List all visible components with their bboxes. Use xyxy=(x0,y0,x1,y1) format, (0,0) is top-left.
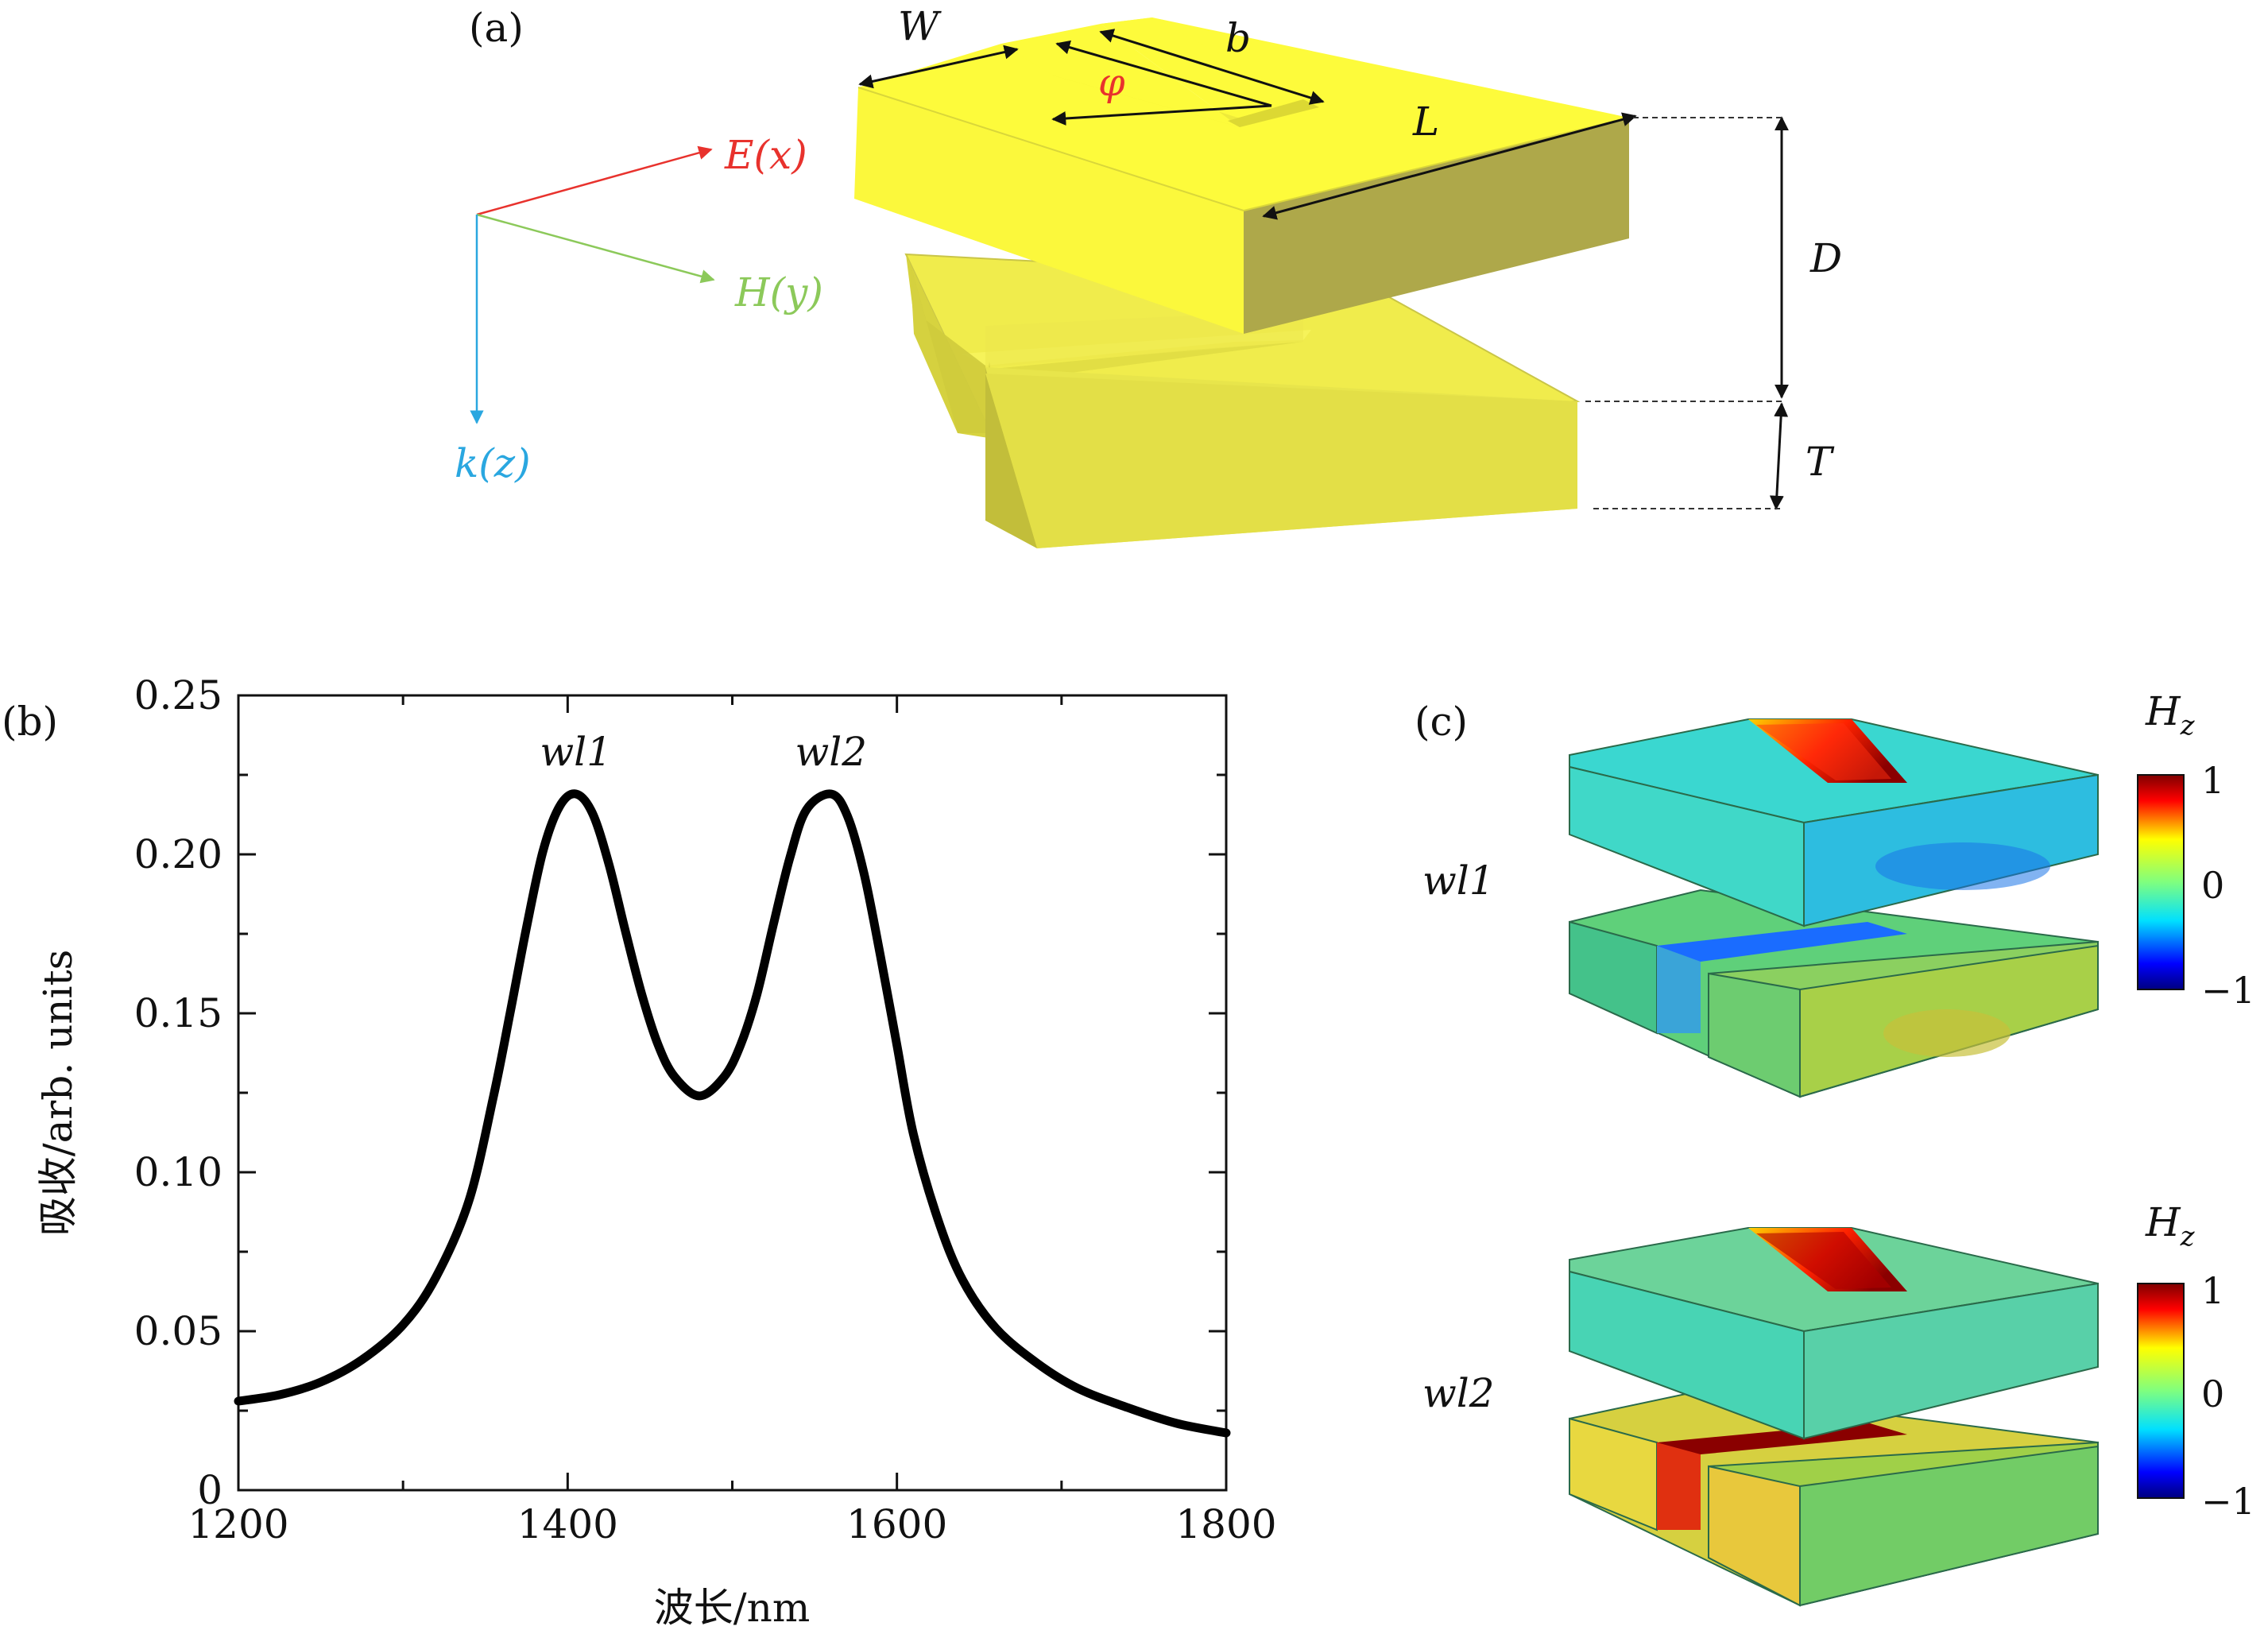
peak-label: wl1 xyxy=(540,729,612,775)
x-axis-label: 波长/nm xyxy=(654,1585,810,1631)
wl1-cb-tick-mid: 0 xyxy=(2201,864,2224,907)
y-tick-label: 0.15 xyxy=(134,990,223,1036)
absorption-curve xyxy=(234,789,1231,1438)
panel-c-label: (c) xyxy=(1415,699,1468,745)
x-tick-label: 1600 xyxy=(846,1501,947,1547)
panel-b: (b) 1200 1400 1600 1800 0 0.05 0.10 0.15 0.20 0.… xyxy=(2,672,1277,1631)
peak-label: wl2 xyxy=(795,729,867,775)
absorption-chart: 1200 1400 1600 1800 0 0.05 0.10 0.15 0.20 0.25 w… xyxy=(35,672,1277,1631)
wl1-row-label: wl1 xyxy=(1422,858,1495,904)
lower-split-ring xyxy=(904,253,1581,548)
L-arrow xyxy=(1262,112,1637,220)
x-ticks: 1200 1400 1600 1800 xyxy=(188,695,1277,1547)
dim-L-label: L xyxy=(1412,99,1439,145)
panel-a-label: (a) xyxy=(469,5,524,51)
E-axis-label: E(x) xyxy=(724,132,807,178)
H-axis-arrow xyxy=(476,213,715,284)
b-arrow xyxy=(1099,29,1325,105)
W-arrow xyxy=(858,45,1019,89)
dim-b-label: b xyxy=(1225,15,1251,61)
k-axis-label: k(z) xyxy=(455,440,531,486)
dim-W-label: W xyxy=(898,3,942,49)
wl2-row-label: wl2 xyxy=(1422,1370,1495,1416)
y-tick-label: 0.20 xyxy=(134,831,223,877)
dimension-guides xyxy=(1585,117,1782,509)
field-map-wl2: wl2 Hz 1 0 −1 xyxy=(1422,1199,2255,1607)
wl1-colorbar-title: Hz xyxy=(2145,688,2196,741)
E-axis-arrow xyxy=(476,145,713,216)
wl1-cb-tick-min: −1 xyxy=(2201,969,2255,1012)
y-tick-label: 0.05 xyxy=(134,1308,223,1354)
wl2-cb-tick-min: −1 xyxy=(2201,1480,2255,1523)
dim-T-label: T xyxy=(1805,439,1835,485)
dimension-arrows xyxy=(858,29,1789,510)
y-axis-label: 吸收/arb. units xyxy=(35,950,81,1237)
wl1-cb-tick-max: 1 xyxy=(2201,759,2224,802)
wl2-colorbar xyxy=(2137,1283,2185,1499)
panel-c: (c) wl1 Hz 1 0 −1 xyxy=(1415,688,2255,1607)
dim-phi-label: φ xyxy=(1098,60,1125,105)
wl2-cb-tick-mid: 0 xyxy=(2201,1373,2224,1415)
y-tick-label: 0 xyxy=(197,1467,223,1513)
H-axis-label: H(y) xyxy=(734,269,823,316)
y-tick-label: 0.25 xyxy=(134,672,223,718)
peak-annotations: wl1 wl2 xyxy=(540,729,867,775)
phi-leg-2 xyxy=(1051,104,1272,126)
phi-leg-1 xyxy=(1055,40,1272,107)
dim-D-label: D xyxy=(1809,235,1842,281)
coordinate-axes xyxy=(470,145,715,424)
x-tick-label: 1400 xyxy=(517,1501,618,1547)
T-arrow xyxy=(1769,402,1789,510)
panel-b-label: (b) xyxy=(2,699,58,745)
wl2-cb-tick-max: 1 xyxy=(2201,1269,2224,1312)
field-map-wl1: wl1 Hz 1 0 −1 xyxy=(1422,688,2255,1098)
y-ticks: 0 0.05 0.10 0.15 0.20 0.25 xyxy=(134,672,1226,1513)
wl2-colorbar-title: Hz xyxy=(2145,1199,2196,1253)
wl1-colorbar xyxy=(2137,774,2185,990)
y-tick-label: 0.10 xyxy=(134,1149,223,1195)
x-tick-label: 1200 xyxy=(188,1501,288,1547)
panel-a: (a) xyxy=(455,3,1842,548)
plot-frame xyxy=(237,694,1228,1492)
x-tick-label: 1800 xyxy=(1175,1501,1276,1547)
